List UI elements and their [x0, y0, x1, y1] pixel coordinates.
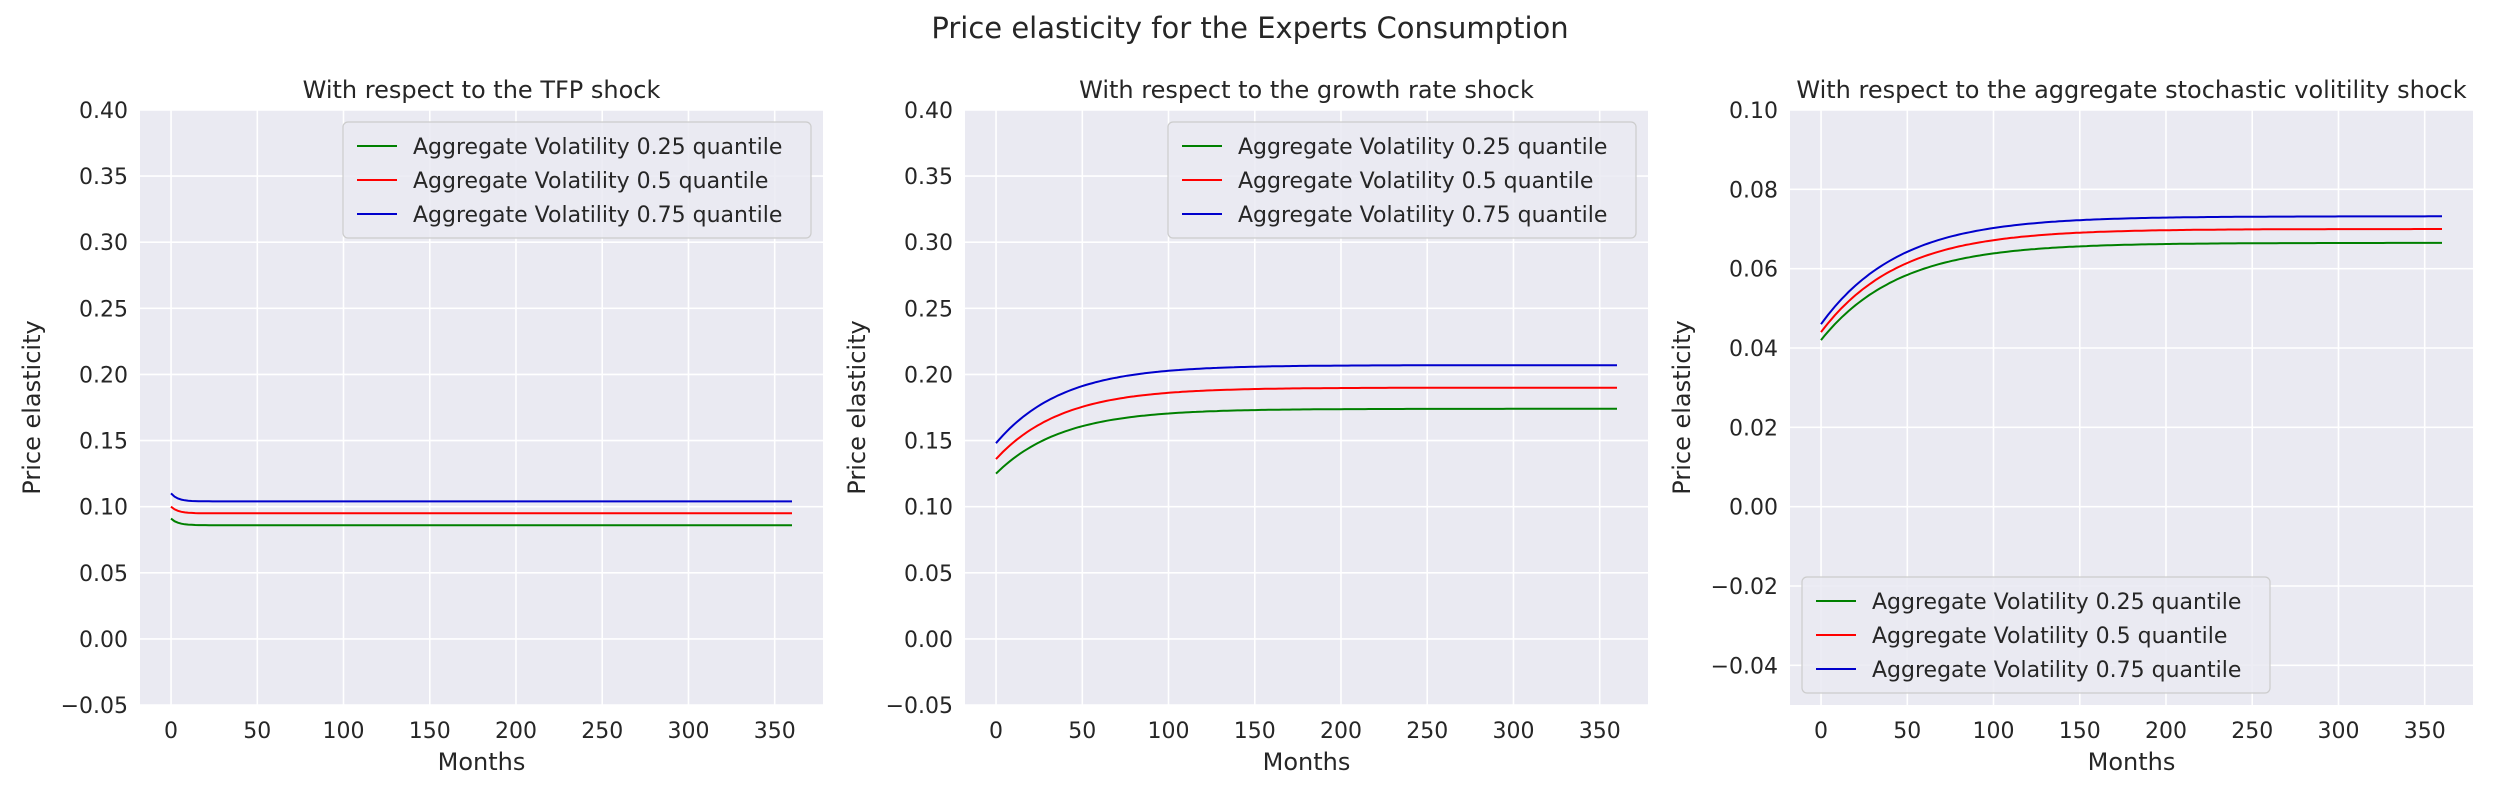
legend: Aggregate Volatility 0.25 quantile Aggreg…	[1167, 121, 1637, 239]
y-tick-label: 0.15	[904, 430, 953, 455]
x-axis-label: Months	[438, 748, 526, 776]
legend-entry: Aggregate Volatility 0.5 quantile	[413, 169, 768, 194]
legend-entry: Aggregate Volatility 0.75 quantile	[1238, 203, 1607, 228]
x-tick-label: 50	[1068, 719, 1096, 744]
x-axis-label: Months	[1263, 748, 1351, 776]
figure-title: Price elasticity for the Experts Consump…	[931, 11, 1568, 45]
x-tick-label: 200	[495, 719, 537, 744]
x-tick-label: 250	[2231, 719, 2273, 744]
y-tick-label: 0.10	[904, 496, 953, 521]
x-tick-label: 150	[1234, 719, 1276, 744]
y-tick-label: 0.35	[79, 165, 128, 190]
legend: Aggregate Volatility 0.25 quantile Aggreg…	[342, 121, 812, 239]
legend-frame	[1801, 576, 2271, 694]
series-line-2	[170, 505, 792, 515]
series-line-2	[995, 386, 1617, 460]
y-tick-label: 0.30	[904, 231, 953, 256]
y-tick-label: 0.20	[79, 363, 128, 388]
panel-title: With respect to the TFP shock	[303, 76, 661, 104]
series-line-3	[1820, 215, 2442, 325]
y-axis-label: Price elasticity	[18, 320, 46, 494]
legend-entry: Aggregate Volatility 0.75 quantile	[1872, 658, 2241, 683]
x-tick-label: 200	[2145, 719, 2187, 744]
y-tick-label: 0.06	[1729, 258, 1778, 283]
x-tick-label: 50	[243, 719, 271, 744]
x-tick-label: 300	[667, 719, 709, 744]
x-tick-label: 250	[581, 719, 623, 744]
series-line-1	[170, 517, 792, 527]
x-tick-label: 350	[2404, 719, 2446, 744]
x-tick-label: 350	[1579, 719, 1621, 744]
legend-entry: Aggregate Volatility 0.5 quantile	[1872, 624, 2227, 649]
x-tick-label: 200	[1320, 719, 1362, 744]
y-tick-label: −0.05	[61, 694, 128, 719]
legend-entry: Aggregate Volatility 0.25 quantile	[413, 135, 782, 160]
y-tick-label: 0.10	[79, 496, 128, 521]
panel-2: −0.05 0.00 0.05 0.10 0.15 0.20 0.25 0.30 0.35 0.4…	[843, 76, 1648, 776]
y-tick-label: 0.25	[79, 297, 128, 322]
y-tick-label: −0.04	[1711, 654, 1778, 679]
x-tick-label: 50	[1893, 719, 1921, 744]
x-tick-label: 150	[2059, 719, 2101, 744]
legend-entry: Aggregate Volatility 0.25 quantile	[1872, 590, 2241, 615]
y-tick-label: 0.05	[79, 562, 128, 587]
series-line-1	[1820, 241, 2442, 341]
y-tick-label: 0.02	[1729, 416, 1778, 441]
y-tick-label: 0.10	[1729, 99, 1778, 124]
x-tick-label: 0	[989, 719, 1003, 744]
x-tick-label: 350	[754, 719, 796, 744]
y-tick-label: 0.25	[904, 297, 953, 322]
x-tick-label: 100	[1148, 719, 1190, 744]
x-tick-label: 300	[1492, 719, 1534, 744]
x-tick-label: 100	[1973, 719, 2015, 744]
series-line-3	[995, 364, 1617, 444]
y-tick-label: 0.20	[904, 363, 953, 388]
y-tick-label: 0.35	[904, 165, 953, 190]
x-tick-label: 100	[323, 719, 365, 744]
y-tick-label: 0.15	[79, 430, 128, 455]
legend-entry: Aggregate Volatility 0.75 quantile	[413, 203, 782, 228]
legend: Aggregate Volatility 0.25 quantile Aggreg…	[1801, 576, 2271, 694]
y-tick-label: 0.40	[904, 99, 953, 124]
panel-1: −0.05 0.00 0.05 0.10 0.15 0.20 0.25 0.30 0.35 0.4…	[18, 76, 823, 776]
y-axis-label: Price elasticity	[843, 320, 871, 494]
x-axis-label: Months	[2088, 748, 2176, 776]
y-tick-label: 0.04	[1729, 337, 1778, 362]
y-tick-label: −0.02	[1711, 575, 1778, 600]
y-tick-label: 0.08	[1729, 178, 1778, 203]
x-tick-label: 0	[164, 719, 178, 744]
y-tick-label: 0.00	[79, 628, 128, 653]
y-tick-label: −0.05	[886, 694, 953, 719]
y-tick-label: 0.30	[79, 231, 128, 256]
series-line-1	[995, 407, 1617, 475]
panel-title: With respect to the aggregate stochastic…	[1796, 76, 2466, 104]
legend-frame	[342, 121, 812, 239]
y-axis-label: Price elasticity	[1668, 320, 1696, 494]
y-tick-label: 0.00	[904, 628, 953, 653]
series-line-3	[170, 492, 792, 503]
x-tick-label: 0	[1814, 719, 1828, 744]
series-line-2	[1820, 228, 2442, 333]
panels: −0.05 0.00 0.05 0.10 0.15 0.20 0.25 0.30 0.35 0.4…	[18, 76, 2473, 776]
panel-title: With respect to the growth rate shock	[1079, 76, 1534, 104]
legend-entry: Aggregate Volatility 0.5 quantile	[1238, 169, 1593, 194]
legend-entry: Aggregate Volatility 0.25 quantile	[1238, 135, 1607, 160]
y-tick-label: 0.40	[79, 99, 128, 124]
y-tick-label: 0.00	[1729, 496, 1778, 521]
legend-frame	[1167, 121, 1637, 239]
y-tick-label: 0.05	[904, 562, 953, 587]
x-tick-label: 300	[2317, 719, 2359, 744]
panel-3: −0.04 −0.02 0.00 0.02 0.04 0.06 0.08 0.10 0 50 100…	[1668, 76, 2473, 776]
x-tick-label: 150	[409, 719, 451, 744]
x-tick-label: 250	[1406, 719, 1448, 744]
